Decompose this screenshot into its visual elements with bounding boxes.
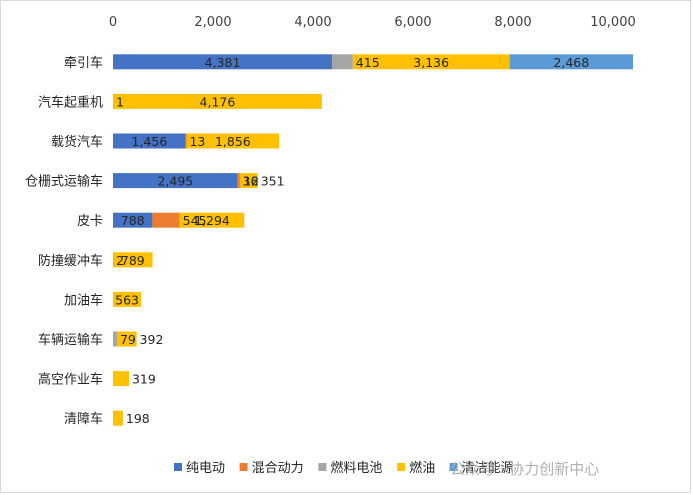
bar-segment [186,133,280,149]
category-label: 皮卡 [77,214,103,229]
data-labels: 4,381 415 3,136 2,468 1 4,176 1,456 13 1,856 2,49… [115,55,589,426]
legend-label: 混合动力 [252,461,304,476]
data-label: 79 [120,332,136,347]
data-label: 1 [116,94,124,109]
data-label: 36 [243,174,259,189]
data-label: 1,294 [194,213,230,228]
category-label: 汽车起重机 [38,94,103,110]
data-label: 789 [121,253,145,268]
data-label: 2 [116,253,124,268]
legend-label: 燃油 [409,460,435,476]
category-label: 高空作业车 [38,372,103,388]
bar-segment [113,212,153,228]
legend-swatch [449,463,458,471]
bar-segment [509,54,633,70]
legend-swatch [318,463,327,471]
legend-swatch [174,463,182,471]
data-label: 3,136 [413,55,449,70]
bar-segment [152,212,180,228]
bar-segment [332,54,353,70]
bar-segment [113,133,186,149]
bar-segment [113,54,333,70]
category-label: 牵引车 [64,55,103,71]
bar-segment [352,54,510,70]
data-label: 319 [132,372,156,387]
data-label: 1,456 [132,134,168,149]
bar-segment [113,331,117,347]
data-label: 198 [126,411,150,426]
data-label: 4,381 [205,55,241,70]
bar-segment [179,212,245,228]
data-label: 2,468 [553,55,589,70]
legend-swatch [239,463,248,471]
x-tick-label: 0 [109,15,117,30]
bars [113,54,633,426]
x-tick-label: 4,000 [294,15,331,30]
x-tick-label: 2,000 [194,15,231,30]
bar-segment [113,410,123,426]
data-label: 351 [261,174,285,189]
data-label: 415 [356,55,380,70]
x-tick-label: 8,000 [494,15,531,30]
category-labels: 牵引车汽车起重机载货汽车仓栅式运输车皮卡防撞缓冲车加油车车辆运输车高空作业车清障… [25,55,103,427]
bar-segment [113,173,238,189]
category-label: 载货汽车 [51,134,103,150]
bar-segment [113,252,153,268]
category-label: 加油车 [64,292,103,308]
data-label: 4,176 [200,94,236,109]
bar-segment [237,173,240,189]
watermark-text: 公众号 · 协力创新中心 [450,460,599,478]
legend: 纯电动 混合动力 燃料电池 燃油 清洁能源 [174,460,514,476]
bar-segment [116,331,137,347]
data-label: 545 [183,213,207,228]
data-label: 1,856 [215,134,251,149]
legend-swatch [397,463,406,471]
data-label: 788 [121,213,145,228]
bar-segment [113,93,322,109]
data-label: 2,495 [157,174,193,189]
bar-segment [185,133,187,149]
legend-label: 纯电动 [186,461,225,476]
data-label: 392 [140,332,164,347]
data-label: 12 [243,174,259,189]
legend-label: 燃料电池 [330,460,382,476]
bar-segment [113,371,129,387]
category-label: 防撞缓冲车 [38,253,103,269]
data-label: 13 [189,134,205,149]
category-label: 车辆运输车 [38,332,103,348]
category-label: 仓栅式运输车 [25,174,103,190]
legend-label: 清洁能源 [462,461,514,476]
bar-segment [113,291,142,307]
x-tick-label: 10,000 [590,15,636,30]
x-axis-ticks: 0 2,000 4,000 6,000 8,000 10,000 [109,15,636,30]
x-tick-label: 6,000 [394,15,431,30]
category-label: 清障车 [64,411,103,427]
bar-segment [240,173,258,189]
data-label: 563 [115,292,139,307]
